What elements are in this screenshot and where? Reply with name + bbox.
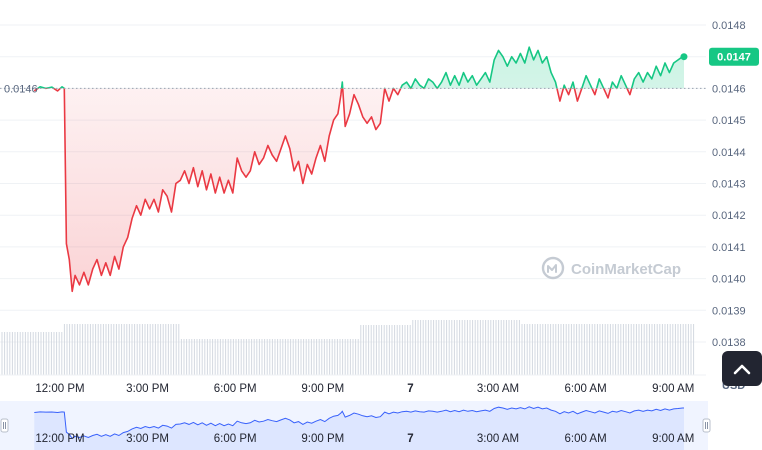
y-tick-label: 0.0144 <box>712 147 746 159</box>
y-tick-label: 0.0140 <box>712 274 746 286</box>
price-line <box>33 46 684 293</box>
y-tick-label: 0.0145 <box>712 115 746 127</box>
y-tick-label: 0.0148 <box>712 20 746 32</box>
navigator-tick-label: 9:00 AM <box>652 433 694 445</box>
navigator-tick-label: 6:00 PM <box>214 433 257 445</box>
navigator-tick-label: 7 <box>407 433 413 445</box>
below-open-area <box>34 88 632 292</box>
scroll-to-top-button[interactable] <box>722 351 762 386</box>
navigator-tick-label: 6:00 AM <box>564 433 606 445</box>
current-price-value: 0.0147 <box>717 52 751 64</box>
current-price-badge: 0.0147 <box>709 47 759 66</box>
y-axis: 0.01480.01470.01460.01450.01440.01430.01… <box>712 20 746 349</box>
navigator[interactable]: 12:00 PM 3:00 PM 6:00 PM 9:00 PM 7 3:00 AM 6:0… <box>0 401 711 450</box>
navigator-area <box>34 406 685 450</box>
price-line-down <box>33 88 633 293</box>
navigator-right-handle[interactable] <box>702 418 711 433</box>
navigator-tick-label: 12:00 PM <box>35 433 84 445</box>
navigator-left-handle[interactable] <box>0 418 9 433</box>
x-tick-label: 6:00 AM <box>564 383 606 395</box>
chevron-up-icon <box>733 364 751 374</box>
x-tick-label: 3:00 PM <box>126 383 169 395</box>
x-tick-label: 9:00 PM <box>301 383 344 395</box>
y-tick-label: 0.0138 <box>712 337 746 349</box>
watermark: CoinMarketCap <box>541 256 681 280</box>
coinmarketcap-logo-icon <box>541 256 565 280</box>
watermark-text: CoinMarketCap <box>571 261 681 278</box>
y-tick-label: 0.0146 <box>712 83 746 95</box>
price-area <box>34 47 684 292</box>
x-tick-label: 3:00 AM <box>477 383 519 395</box>
volume-bars <box>1 320 695 375</box>
open-price-label: 0.0146 <box>4 83 38 95</box>
y-tick-label: 0.0141 <box>712 242 746 254</box>
x-tick-label: 9:00 AM <box>652 383 694 395</box>
navigator-line <box>34 406 684 440</box>
y-tick-label: 0.0139 <box>712 305 746 317</box>
y-tick-label: 0.0142 <box>712 210 746 222</box>
x-tick-label: 7 <box>407 383 413 395</box>
x-tick-label: 6:00 PM <box>214 383 257 395</box>
y-tick-label: 0.0143 <box>712 179 746 191</box>
x-axis: 12:00 PM 3:00 PM 6:00 PM 9:00 PM 7 3:00 AM 6:0… <box>0 374 706 395</box>
navigator-tick-label: 9:00 PM <box>301 433 344 445</box>
navigator-x-axis: 12:00 PM 3:00 PM 6:00 PM 9:00 PM 7 3:00 AM 6:0… <box>35 433 694 445</box>
navigator-tick-label: 3:00 AM <box>477 433 519 445</box>
x-tick-label: 12:00 PM <box>35 383 84 395</box>
navigator-tick-label: 3:00 PM <box>126 433 169 445</box>
last-price-dot <box>680 53 688 61</box>
